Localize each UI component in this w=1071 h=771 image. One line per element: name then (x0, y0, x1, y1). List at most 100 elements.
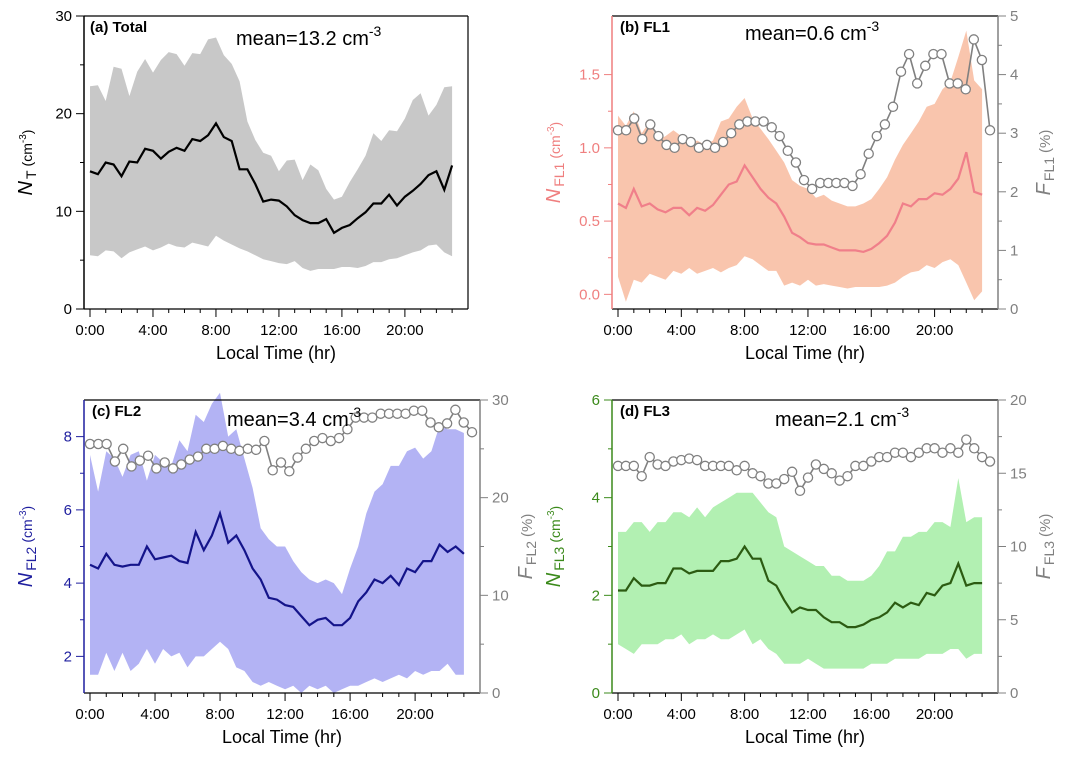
fraction-point (834, 475, 845, 486)
fraction-point (723, 460, 735, 472)
fraction-point (458, 417, 469, 428)
y2-tick-label: 5 (1010, 8, 1018, 25)
y-tick-label: 1.0 (579, 140, 600, 157)
fraction-point (871, 130, 883, 142)
fraction-point (984, 456, 996, 467)
y2-label-unit: (%) (1037, 514, 1054, 537)
fraction-point (126, 461, 137, 472)
mean-superscript: -3 (369, 23, 382, 39)
mean-superscript: -3 (867, 18, 880, 34)
y-label-symbol: N (15, 180, 37, 195)
fraction-point (709, 142, 721, 154)
x-axis-label: Local Time (hr) (222, 727, 342, 747)
fraction-point (968, 443, 980, 454)
fraction-point (292, 452, 303, 463)
y2-tick-label: 4 (1010, 67, 1018, 84)
fraction-point (250, 444, 262, 456)
fraction-point (284, 466, 295, 477)
fraction-point (782, 145, 794, 157)
x-tick-label: 4:00 (140, 706, 169, 723)
y-tick-label: 20 (55, 106, 72, 123)
fraction-point (786, 466, 798, 478)
fraction-point (645, 119, 656, 130)
range-band (618, 478, 983, 669)
fraction-point (192, 451, 204, 462)
panel-c: 0:00 4:00 8:00 12:00 16:00 20:00 Local Time (h… (15, 392, 539, 747)
y2-label-subscript: FL3 (1041, 541, 1057, 565)
y-label-unit-superscript: -3 (18, 134, 29, 143)
x-tick-label: 0:00 (75, 322, 104, 339)
x-tick-label: 0:00 (75, 706, 104, 723)
fraction-point (771, 478, 782, 489)
y2-tick-label: 20 (1010, 392, 1027, 409)
mean-text: mean=2.1 cm (775, 409, 897, 431)
y2-tick-label: 0 (492, 685, 500, 702)
fraction-point (810, 459, 822, 470)
mean-text: mean=3.4 cm (227, 409, 349, 431)
fraction-point (685, 136, 697, 148)
y-tick-label: 4 (64, 575, 72, 592)
mean-annotation: mean=2.1 cm-3 (775, 404, 909, 431)
y2-axis-label: FFL2 (%) (515, 514, 539, 580)
fraction-point (945, 443, 956, 454)
fraction-point (117, 443, 129, 455)
fraction-point (441, 418, 453, 429)
y2-tick-label: 10 (1010, 539, 1027, 556)
mean-text: mean=13.2 cm (236, 28, 369, 50)
fraction-point (134, 455, 146, 466)
fraction-point (159, 457, 170, 468)
y-tick-label: 0.0 (579, 286, 600, 303)
fraction-point (653, 130, 664, 142)
fraction-point (818, 463, 830, 475)
fraction-point (259, 435, 270, 447)
fraction-point (903, 48, 915, 60)
fraction-point (766, 122, 777, 133)
y2-label-subscript: FL1 (1041, 157, 1057, 181)
x-tick-label: 4:00 (667, 706, 696, 723)
range-band (90, 392, 464, 693)
fraction-point (937, 447, 948, 458)
y2-tick-label: 5 (1010, 612, 1018, 629)
y-label-unit-superscript: -3 (18, 510, 29, 519)
y-tick-label: 6 (592, 392, 600, 409)
x-tick-label: 8:00 (730, 322, 759, 339)
fraction-point (275, 457, 287, 468)
fraction-point (952, 78, 963, 89)
fraction-point (881, 451, 893, 463)
y2-axis-label: FFL3 (%) (1033, 514, 1057, 580)
x-tick-label: 8:00 (205, 706, 234, 723)
y2-tick-label: 0 (1010, 301, 1018, 318)
fraction-point (855, 168, 866, 180)
fraction-point (961, 434, 972, 445)
y2-tick-label: 3 (1010, 125, 1018, 142)
y2-label-unit: (%) (1037, 130, 1054, 153)
mean-annotation: mean=3.4 cm-3 (227, 404, 361, 431)
fraction-point (636, 470, 647, 482)
y-label-unit-end: ) (19, 506, 35, 511)
mean-line (89, 509, 465, 627)
y-tick-label: 4 (592, 490, 600, 507)
y-axis-label: N FL3 (cm-3) (543, 506, 567, 587)
range-band (618, 30, 983, 302)
x-tick-label: 8:00 (730, 706, 759, 723)
y-label-symbol: N (543, 188, 565, 203)
x-tick-label: 4:00 (667, 322, 696, 339)
mean-line (89, 121, 454, 235)
panel-a: 0:00 4:00 8:00 12:00 16:00 20:00 Local Time (h… (15, 8, 469, 363)
y2-tick-label: 10 (492, 587, 509, 604)
y-tick-label: 30 (55, 8, 72, 25)
x-tick-label: 16:00 (853, 322, 891, 339)
fraction-point (142, 450, 154, 461)
y-axis-label: N FL2 (cm-3) (15, 506, 39, 587)
y2-axis-label: FFL1 (%) (1033, 130, 1057, 196)
y-label-symbol: N (543, 572, 565, 587)
x-tick-label: 16:00 (853, 706, 891, 723)
y2-label-subscript: FL2 (523, 541, 539, 565)
fraction-point (866, 456, 877, 467)
fraction-point (333, 432, 345, 444)
x-tick-label: 12:00 (789, 322, 827, 339)
x-tick-label: 8:00 (201, 322, 230, 339)
x-tick-label: 16:00 (331, 706, 369, 723)
fraction-point (879, 119, 891, 130)
